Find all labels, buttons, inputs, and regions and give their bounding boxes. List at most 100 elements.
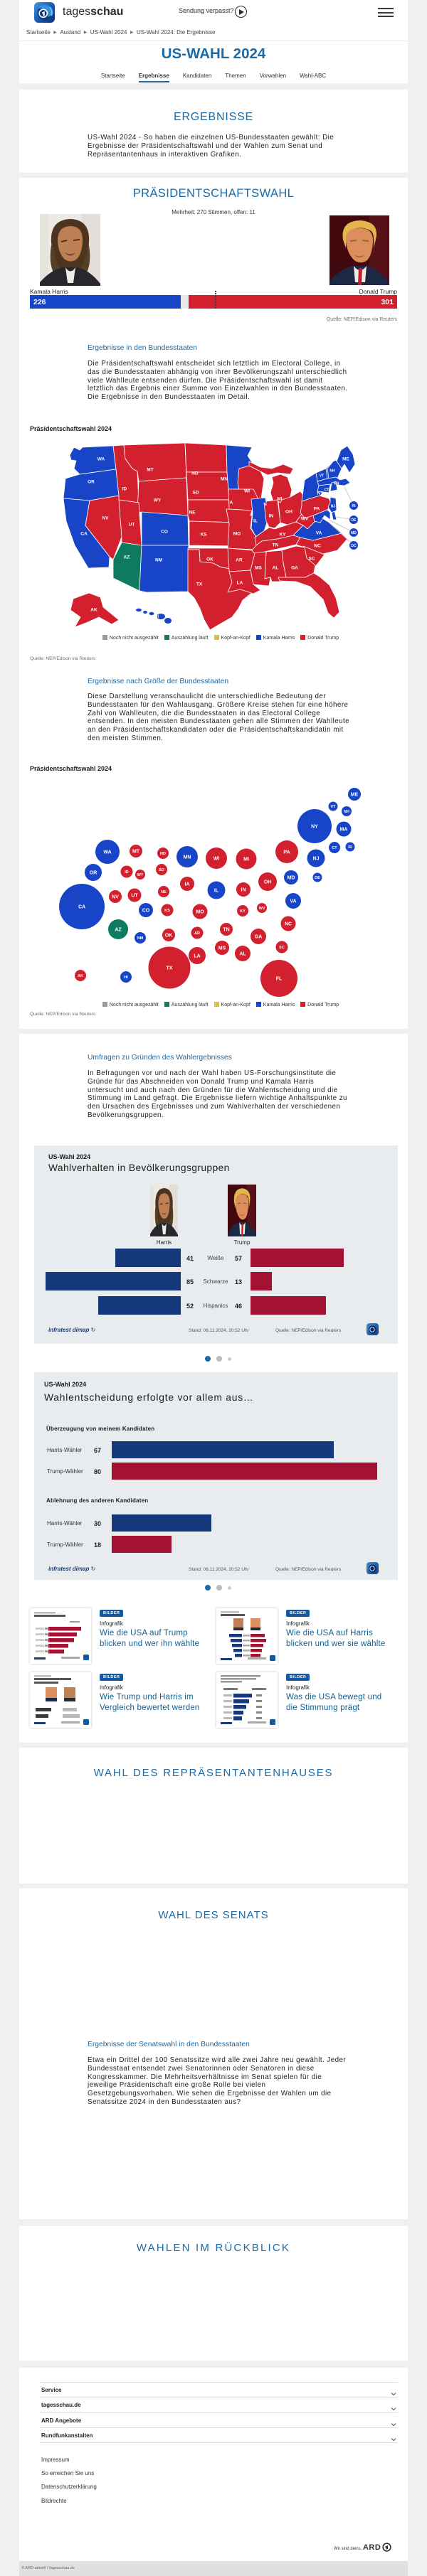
svg-text:NY: NY [311, 825, 318, 830]
svg-text:IA: IA [185, 882, 190, 887]
svg-text:MS: MS [255, 565, 262, 570]
svg-text:TX: TX [167, 966, 173, 971]
svg-text:NM: NM [155, 557, 162, 562]
svg-text:NH: NH [330, 469, 335, 473]
svg-text:RI: RI [352, 504, 357, 508]
svg-text:ID: ID [122, 486, 127, 491]
svg-text:MN: MN [184, 855, 191, 860]
svg-text:MD: MD [288, 876, 295, 881]
svg-text:WI: WI [244, 488, 250, 493]
svg-text:AZ: AZ [124, 555, 130, 560]
svg-text:IL: IL [253, 518, 258, 523]
svg-text:TN: TN [223, 928, 229, 933]
svg-text:VT: VT [320, 474, 324, 478]
svg-text:AR: AR [194, 931, 200, 936]
svg-text:WA: WA [103, 850, 111, 855]
svg-text:IL: IL [214, 889, 219, 894]
svg-text:LA: LA [237, 580, 243, 585]
svg-text:AZ: AZ [115, 928, 122, 933]
svg-text:MD: MD [351, 531, 357, 535]
svg-text:FL: FL [317, 599, 323, 604]
svg-text:SD: SD [159, 868, 164, 872]
svg-text:ME: ME [351, 793, 359, 798]
svg-text:SC: SC [279, 946, 285, 950]
svg-text:AK: AK [90, 607, 97, 612]
svg-text:MA: MA [334, 481, 339, 486]
svg-text:NH: NH [344, 810, 349, 814]
svg-text:KS: KS [200, 532, 207, 537]
svg-text:CT: CT [325, 488, 330, 492]
svg-text:RI: RI [348, 845, 352, 850]
svg-text:WI: WI [214, 857, 220, 862]
svg-text:MI: MI [277, 496, 282, 501]
svg-text:AL: AL [239, 952, 246, 957]
svg-text:HI: HI [124, 976, 128, 980]
svg-text:GA: GA [291, 565, 298, 570]
svg-text:WV: WV [259, 907, 265, 911]
svg-text:ND: ND [191, 471, 199, 476]
svg-text:MI: MI [243, 857, 249, 862]
svg-text:DC: DC [351, 544, 357, 548]
svg-text:PA: PA [314, 506, 320, 511]
svg-text:WA: WA [97, 456, 105, 461]
svg-text:NY: NY [317, 491, 324, 496]
svg-text:DE: DE [352, 518, 357, 523]
svg-text:NM: NM [137, 936, 144, 941]
svg-text:NJ: NJ [313, 857, 320, 862]
svg-text:AK: AK [78, 974, 83, 978]
svg-text:MO: MO [233, 531, 241, 536]
svg-text:ME: ME [342, 456, 349, 461]
svg-text:NV: NV [112, 895, 119, 900]
svg-text:LA: LA [194, 954, 200, 959]
svg-text:VT: VT [330, 805, 336, 809]
svg-text:DE: DE [315, 876, 320, 880]
svg-text:CO: CO [142, 909, 150, 914]
svg-text:IN: IN [241, 888, 246, 893]
svg-text:OK: OK [206, 557, 214, 562]
svg-text:NC: NC [314, 543, 321, 548]
svg-text:HI: HI [154, 615, 159, 619]
svg-text:IN: IN [269, 513, 274, 518]
svg-text:GA: GA [255, 935, 263, 940]
svg-text:VA: VA [290, 899, 296, 904]
svg-text:ND: ND [160, 852, 166, 856]
svg-text:PA: PA [283, 850, 290, 855]
svg-text:WY: WY [154, 498, 162, 503]
svg-text:OH: OH [264, 880, 272, 885]
svg-text:MN: MN [221, 476, 228, 481]
svg-text:OH: OH [285, 509, 292, 514]
svg-text:CA: CA [78, 905, 85, 910]
svg-text:NC: NC [285, 922, 292, 927]
svg-text:WY: WY [137, 873, 144, 877]
svg-text:MT: MT [132, 850, 140, 855]
svg-text:TN: TN [273, 543, 279, 547]
svg-text:AL: AL [273, 565, 279, 570]
svg-text:NE: NE [189, 510, 196, 515]
svg-text:FL: FL [276, 977, 283, 982]
svg-text:KS: KS [164, 909, 170, 913]
svg-text:OR: OR [88, 479, 95, 484]
svg-text:VA: VA [316, 530, 322, 535]
svg-text:SC: SC [308, 556, 315, 561]
svg-text:MS: MS [218, 946, 226, 951]
svg-text:NE: NE [161, 890, 167, 894]
svg-text:SD: SD [192, 490, 199, 495]
svg-text:NJ: NJ [331, 504, 336, 508]
svg-text:UT: UT [131, 894, 138, 899]
svg-text:OK: OK [165, 934, 173, 939]
svg-text:UT: UT [129, 522, 135, 527]
svg-text:CT: CT [332, 846, 337, 850]
svg-text:CO: CO [161, 529, 168, 534]
svg-text:MA: MA [340, 828, 348, 833]
svg-text:OR: OR [90, 871, 97, 876]
svg-text:KY: KY [240, 909, 246, 914]
svg-text:NV: NV [102, 515, 109, 520]
svg-text:CA: CA [80, 531, 88, 536]
svg-text:KY: KY [279, 532, 286, 537]
svg-text:WV: WV [301, 516, 309, 521]
svg-text:IA: IA [228, 500, 233, 505]
svg-text:MT: MT [147, 467, 153, 472]
svg-text:AR: AR [236, 557, 243, 562]
svg-text:MO: MO [196, 910, 204, 915]
svg-text:TX: TX [196, 582, 203, 587]
